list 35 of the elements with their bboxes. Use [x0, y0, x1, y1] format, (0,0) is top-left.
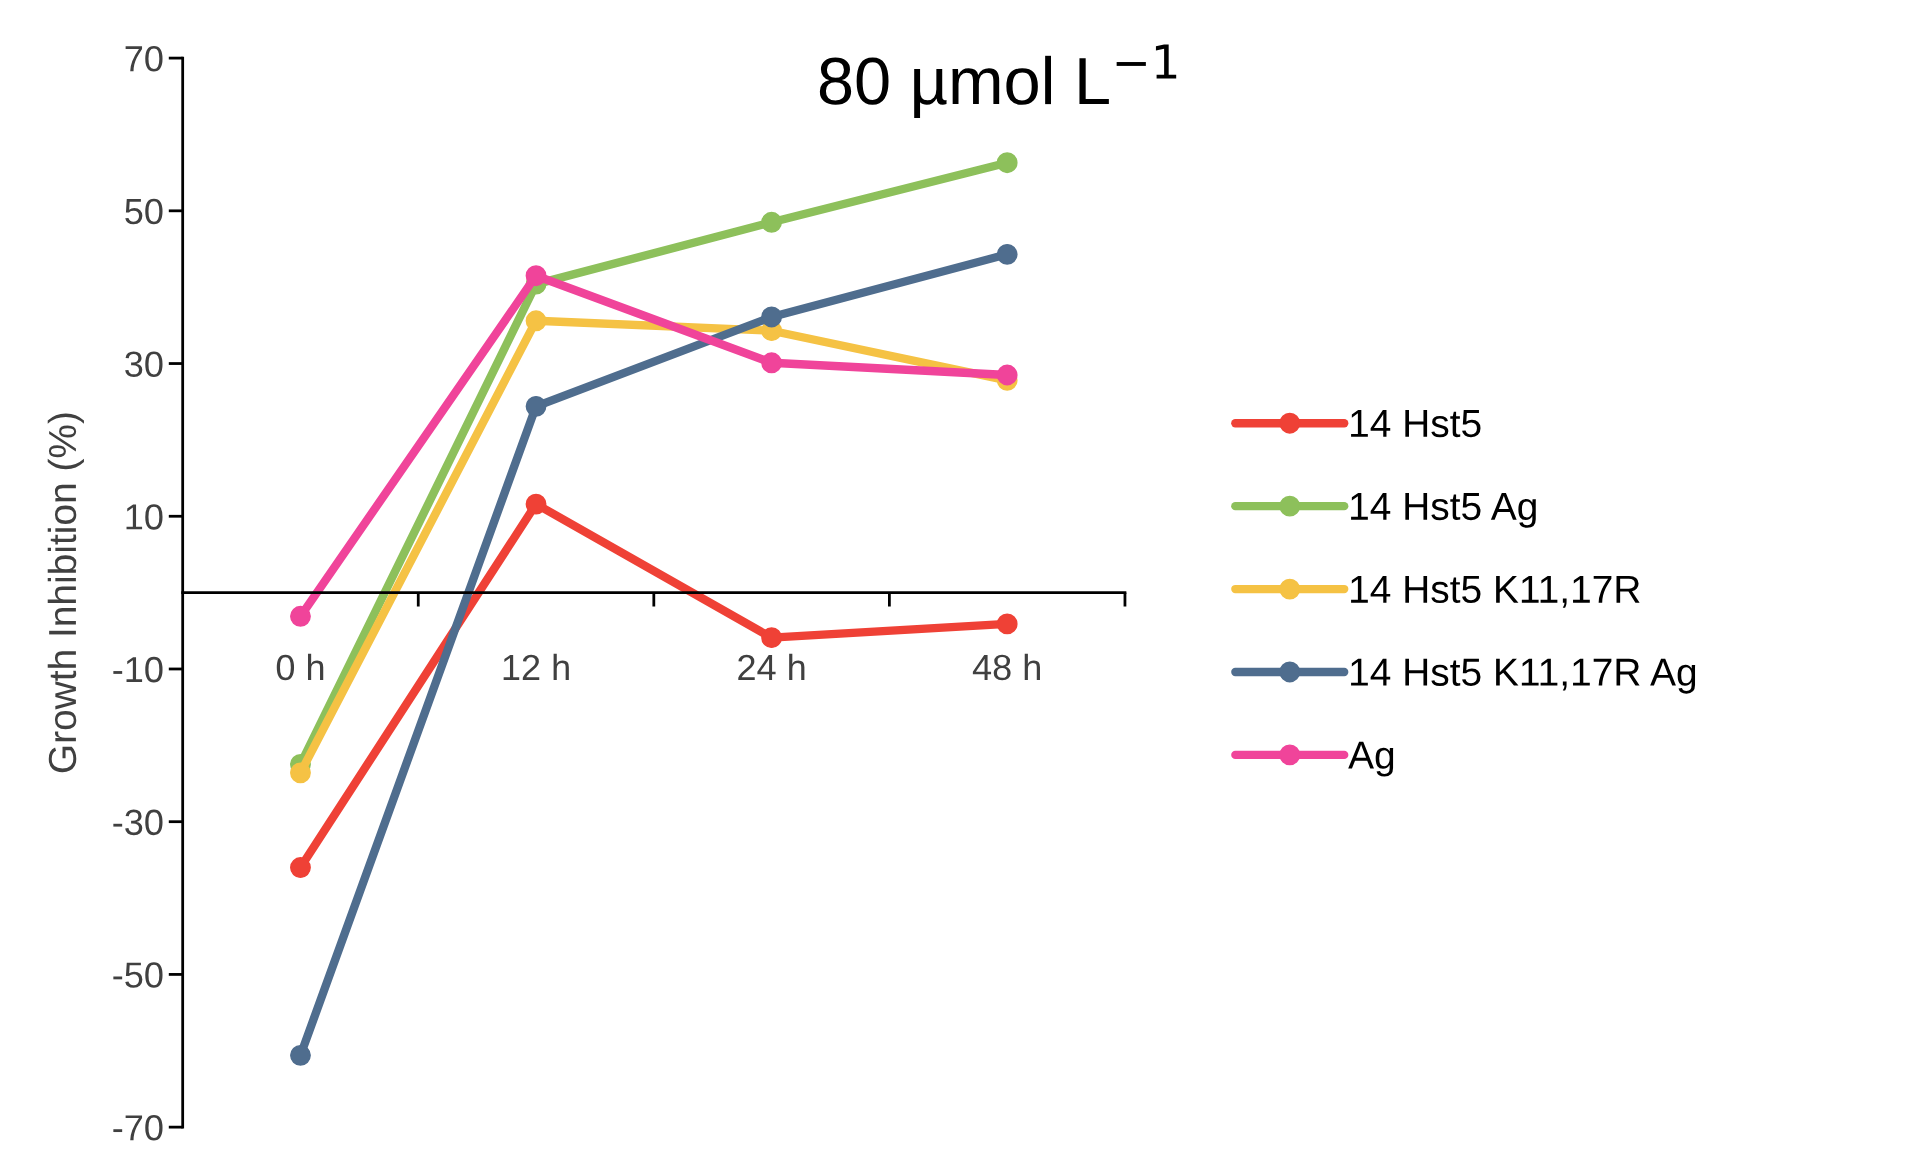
point [525, 310, 547, 332]
point [761, 627, 783, 649]
point [761, 306, 783, 328]
y-axis-title: Growth Inhibition (%) [47, 413, 84, 773]
point [996, 152, 1018, 174]
y-tick-label: -50 [113, 962, 163, 988]
x-tick-label: 12 h [503, 653, 569, 680]
x-tick-label: 48 h [972, 653, 1040, 681]
legend-label: 14 Hst5 K11,17R Ag [1351, 658, 1696, 694]
y-tick-label: 30 [125, 351, 163, 377]
point [290, 1044, 311, 1066]
point [290, 857, 311, 878]
point [996, 613, 1018, 635]
x-tick-label: 24 h [738, 653, 805, 680]
legend-label: 14 Hst5 K11,17R [1351, 575, 1640, 608]
point [761, 352, 783, 374]
point [525, 493, 547, 515]
point [996, 364, 1018, 386]
y-tick-label: -30 [113, 809, 163, 836]
point [525, 265, 547, 287]
y-tick-label: 10 [126, 504, 163, 530]
legend-label: 14 Hst5 [1351, 410, 1481, 438]
point [290, 605, 311, 627]
y-tick-label: -70 [113, 1115, 163, 1141]
y-tick-label: 70 [125, 45, 163, 72]
x-tick-label: 0 h [276, 653, 324, 681]
y-tick-label: -10 [113, 656, 163, 683]
y-tick-label: 50 [125, 198, 163, 225]
chart-title: 80 µmol L$^{−1}$ [819, 44, 1177, 118]
point [761, 211, 783, 233]
point [290, 762, 311, 784]
legend-label: Ag [1348, 741, 1394, 777]
point [525, 395, 547, 417]
legend-label: 14 Hst5 Ag [1351, 493, 1536, 528]
point [996, 243, 1018, 265]
